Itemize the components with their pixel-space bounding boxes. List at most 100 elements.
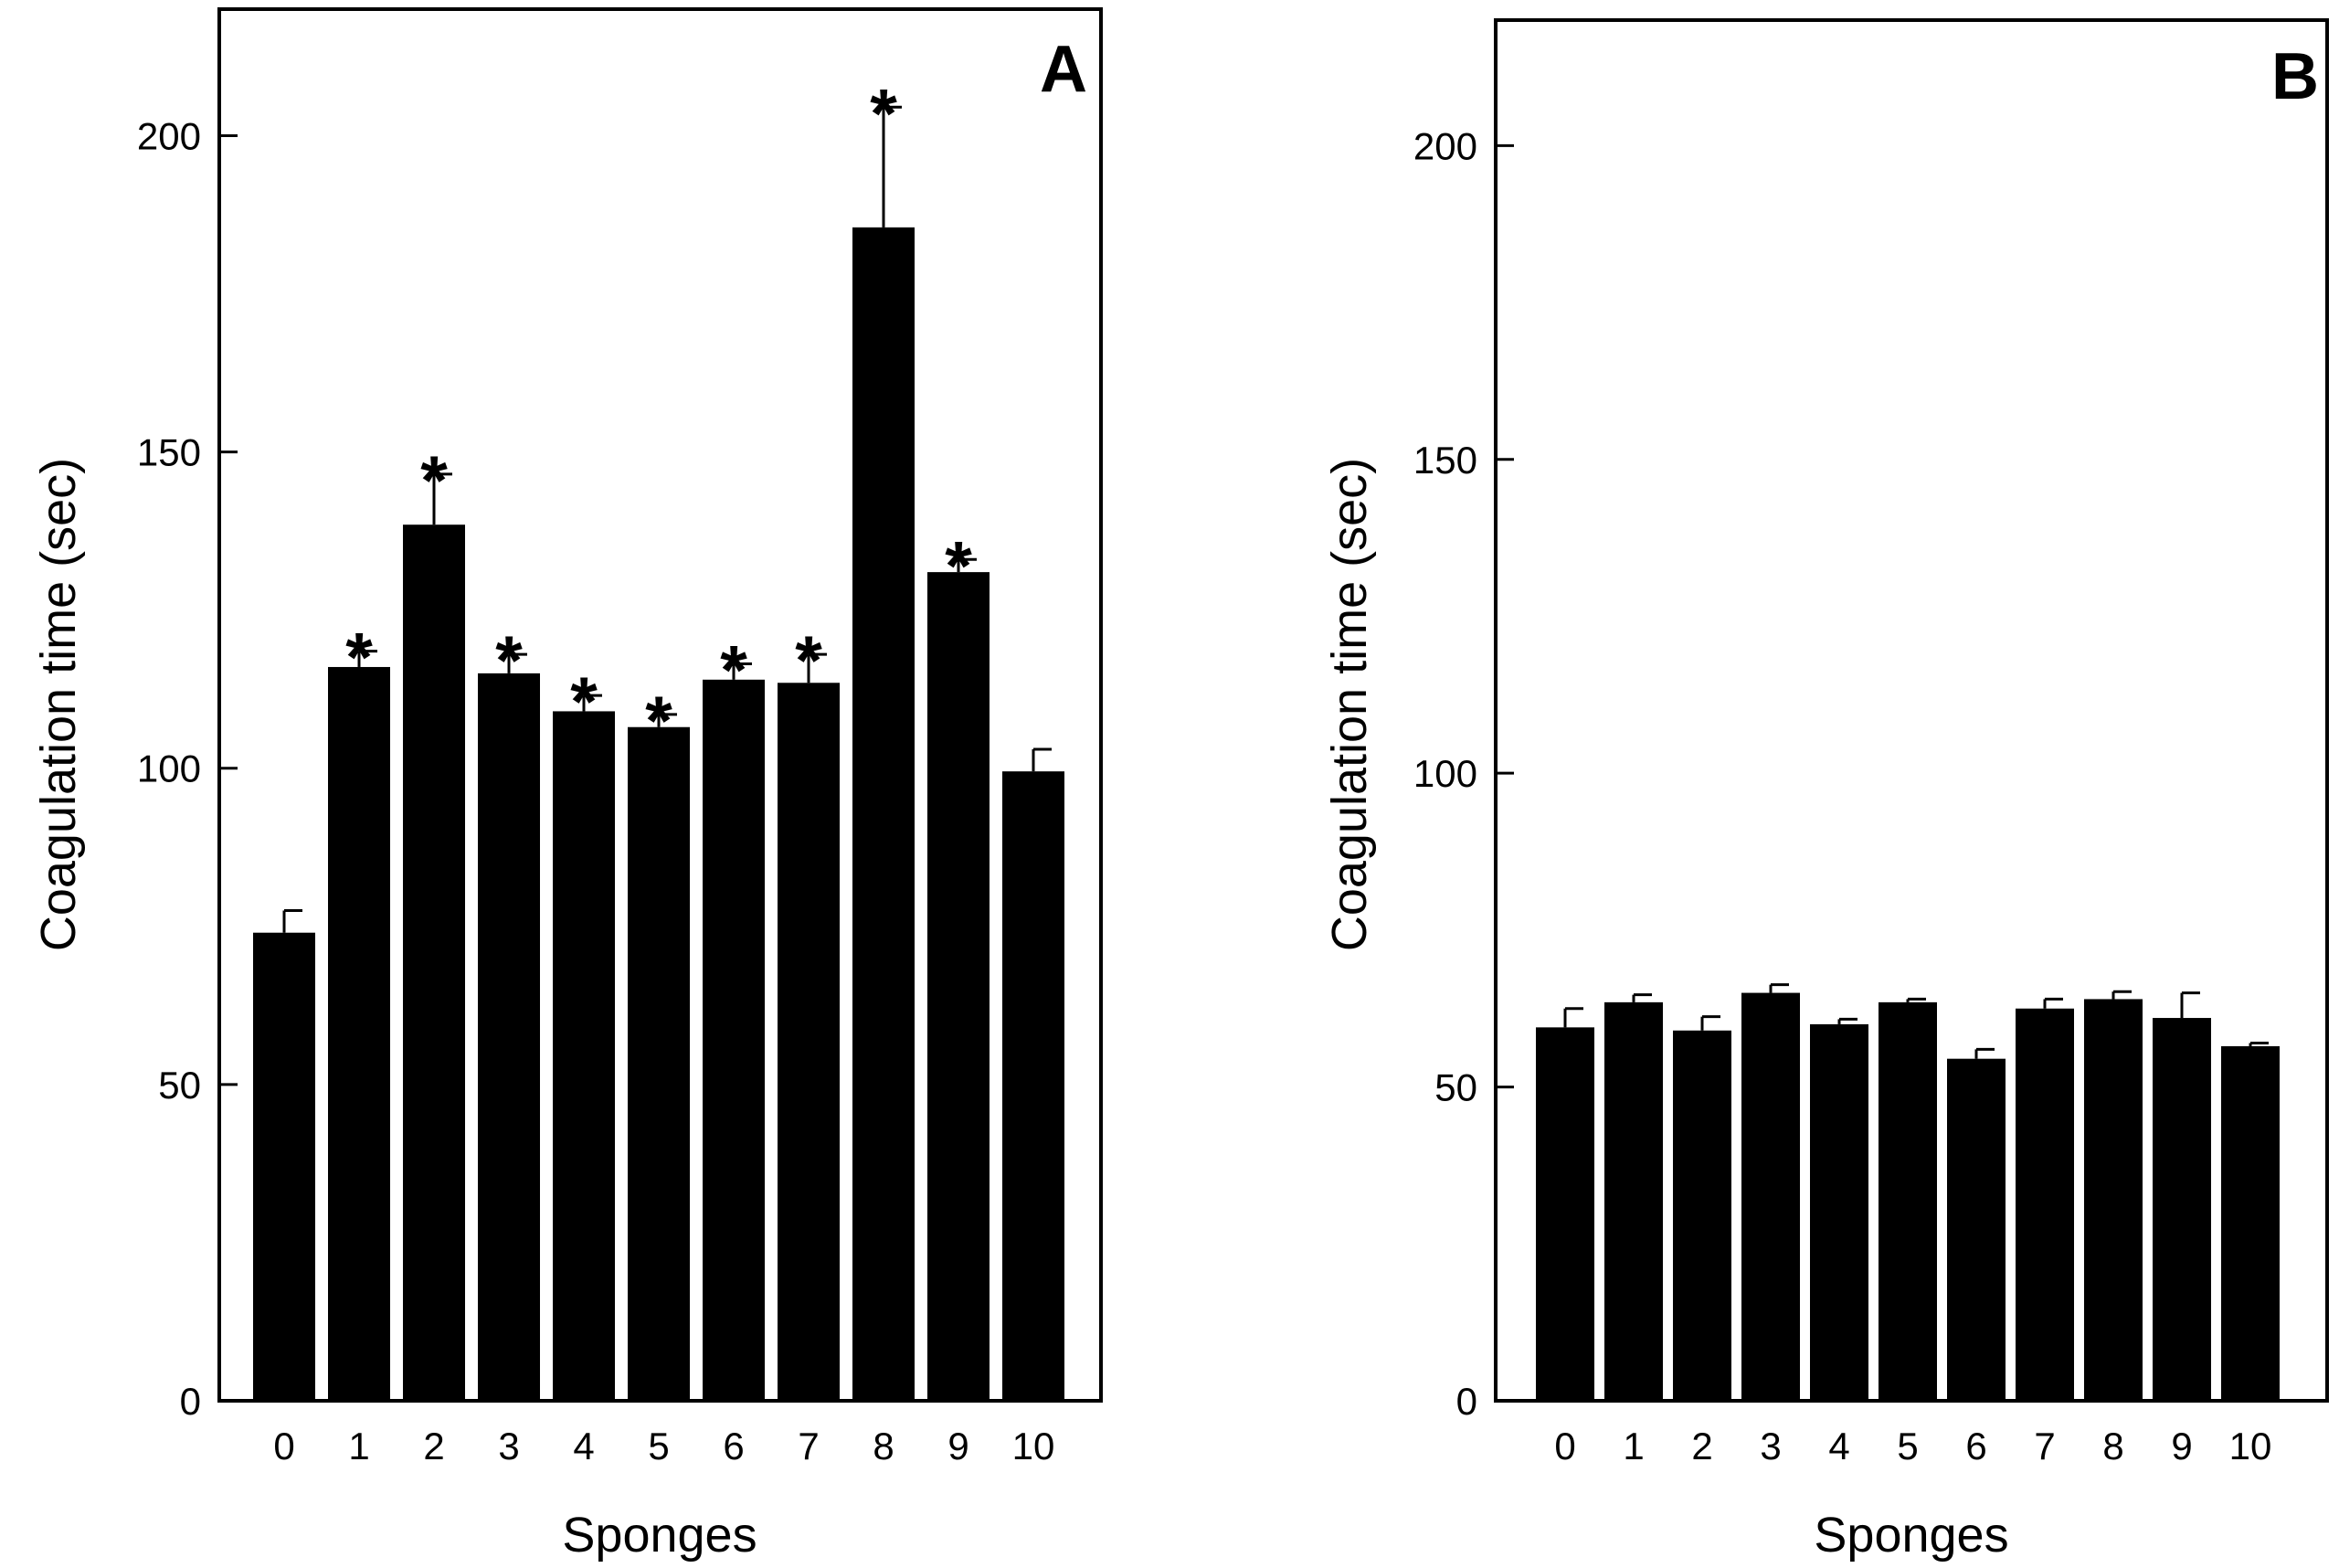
panel-a-error-bar — [282, 908, 302, 933]
panel-b-bar — [2016, 1008, 2074, 1401]
panel-b-bar — [1673, 1030, 1731, 1401]
panel-a-chart: * * * * * * * * * 0 50 100 150 200 0 1 2 3 4 5 6 7 8 9 10 A Sp… — [31, 7, 1103, 1563]
panel-a-error-bar — [1032, 747, 1052, 772]
panel-a-error-bar — [732, 662, 752, 680]
panel-b-x-axis-title: Sponges — [1814, 1508, 2008, 1563]
panel-a-y-axis-title: Coagulation time (sec) — [31, 458, 86, 951]
panel-a-x-tick-label: 0 — [273, 1425, 294, 1467]
panel-a-significance-mark: * — [645, 683, 672, 760]
panel-b-error-bars — [1563, 983, 2269, 1059]
panel-a-x-tick-label: 2 — [423, 1425, 444, 1467]
panel-a-x-axis-title: Sponges — [562, 1508, 757, 1563]
panel-a-y-tick-label: 50 — [158, 1064, 201, 1107]
panel-b-bar — [2084, 999, 2143, 1401]
panel-a-error-bar — [807, 652, 827, 683]
panel-a-y-ticks: 0 50 100 150 200 — [137, 114, 238, 1423]
panel-a-x-ticks: 0 1 2 3 4 5 6 7 8 9 10 — [273, 1425, 1054, 1467]
panel-a-significance-mark: * — [720, 632, 747, 710]
panel-b-error-bar — [1563, 1007, 1583, 1028]
panel-a-bar — [703, 679, 765, 1401]
panel-a-x-tick-label: 3 — [498, 1425, 519, 1467]
panel-b-bar — [2221, 1045, 2280, 1401]
panel-a-y-tick-label: 200 — [137, 114, 201, 157]
panel-b-error-bar — [2111, 990, 2132, 1000]
panel-b-x-tick-label: 3 — [1760, 1425, 1781, 1467]
panel-b-bar — [1810, 1023, 1868, 1401]
panel-a-x-tick-label: 9 — [947, 1425, 968, 1467]
panel-a-significance-mark: * — [495, 622, 523, 700]
panel-a-error-bar — [657, 713, 677, 727]
panel-a-bar — [403, 524, 465, 1401]
panel-b-error-bar — [1700, 1015, 1720, 1031]
panel-a-significance-mark: * — [945, 527, 972, 605]
panel-a-y-tick-label: 150 — [137, 431, 201, 474]
panel-b-x-tick-label: 5 — [1897, 1425, 1918, 1467]
panel-b-error-bar — [2043, 997, 2063, 1009]
panel-a-error-bar — [432, 472, 452, 525]
panel-b-bar — [1536, 1027, 1594, 1401]
panel-a-bar — [253, 932, 315, 1401]
panel-b-y-tick-label: 50 — [1434, 1066, 1477, 1109]
panel-a-error-bar — [357, 650, 377, 667]
panel-a-bar — [1002, 771, 1064, 1401]
panel-a-label: A — [1040, 33, 1087, 106]
panel-a-x-tick-label: 1 — [348, 1425, 369, 1467]
panel-b-label: B — [2271, 40, 2319, 113]
panel-a-bar — [778, 683, 840, 1401]
panel-a-significance-mark: * — [420, 442, 448, 520]
panel-a-x-tick-label: 8 — [873, 1425, 894, 1467]
panel-b-x-tick-label: 8 — [2102, 1425, 2123, 1467]
panel-a-bar — [478, 673, 540, 1401]
panel-b-x-tick-label: 0 — [1554, 1425, 1575, 1467]
panel-a-x-tick-label: 10 — [1012, 1425, 1055, 1467]
panel-b-error-bar — [1906, 997, 1926, 1002]
panel-b-bar — [1947, 1058, 2006, 1401]
panel-b-bars — [1536, 992, 2280, 1401]
panel-b-bar — [1741, 992, 1800, 1401]
panel-b-x-ticks: 0 1 2 3 4 5 6 7 8 9 10 — [1554, 1425, 2271, 1467]
panel-b-x-tick-label: 2 — [1691, 1425, 1712, 1467]
panel-b-x-tick-label: 6 — [1965, 1425, 1986, 1467]
panel-a-bar — [927, 572, 990, 1401]
panel-a-significance-mark: * — [795, 622, 822, 700]
panel-b-error-bar — [2249, 1042, 2269, 1046]
panel-a-significance-mark: * — [870, 75, 897, 153]
panel-a-x-tick-label: 6 — [723, 1425, 744, 1467]
panel-a-bar — [852, 227, 915, 1401]
panel-b-chart: 0 50 100 150 200 0 1 2 3 4 5 6 7 8 9 10 B Sponges Coag… — [1322, 18, 2329, 1563]
panel-a-x-tick-label: 7 — [798, 1425, 819, 1467]
panel-b-x-tick-label: 1 — [1623, 1425, 1644, 1467]
panel-a-error-bar — [957, 557, 977, 573]
panel-a-y-tick-label: 100 — [137, 747, 201, 790]
panel-b-y-ticks: 0 50 100 150 200 — [1413, 124, 1514, 1423]
panel-b-x-tick-label: 9 — [2171, 1425, 2192, 1467]
panel-b-y-tick-label: 150 — [1413, 439, 1477, 482]
panel-a-bar — [328, 666, 390, 1401]
panel-b-y-axis-title: Coagulation time (sec) — [1322, 458, 1377, 951]
panel-b-x-tick-label: 4 — [1828, 1425, 1849, 1467]
panel-a-significance-mark: * — [345, 620, 373, 697]
panel-b-error-bar — [1837, 1017, 1857, 1024]
panel-b-error-bar — [1632, 993, 1652, 1002]
panel-b-y-tick-label: 100 — [1413, 752, 1477, 795]
panel-b-error-bar — [2180, 991, 2200, 1019]
panel-b-error-bar — [1974, 1047, 1995, 1059]
panel-a-bars — [253, 227, 1064, 1401]
panel-b-x-tick-label: 10 — [2229, 1425, 2272, 1467]
panel-b-bar — [1604, 1001, 1663, 1401]
panel-a-error-bar — [582, 694, 602, 712]
panel-a-significance-mark: * — [570, 663, 598, 741]
panel-a-error-bar — [507, 652, 527, 673]
panel-b-y-tick-label: 0 — [1456, 1380, 1477, 1423]
panel-a-bar — [628, 726, 690, 1401]
panel-b-y-tick-label: 200 — [1413, 124, 1477, 167]
panel-a-error-bars — [282, 105, 1052, 933]
panel-a-bar — [553, 711, 615, 1401]
panel-a-x-tick-label: 5 — [648, 1425, 669, 1467]
panel-b-bar — [1879, 1001, 1937, 1401]
panel-a-significance-marks: * * * * * * * * * — [345, 75, 972, 760]
panel-a-y-tick-label: 0 — [180, 1380, 201, 1423]
panel-b-error-bar — [1769, 983, 1789, 993]
panel-b-bar — [2153, 1018, 2211, 1401]
